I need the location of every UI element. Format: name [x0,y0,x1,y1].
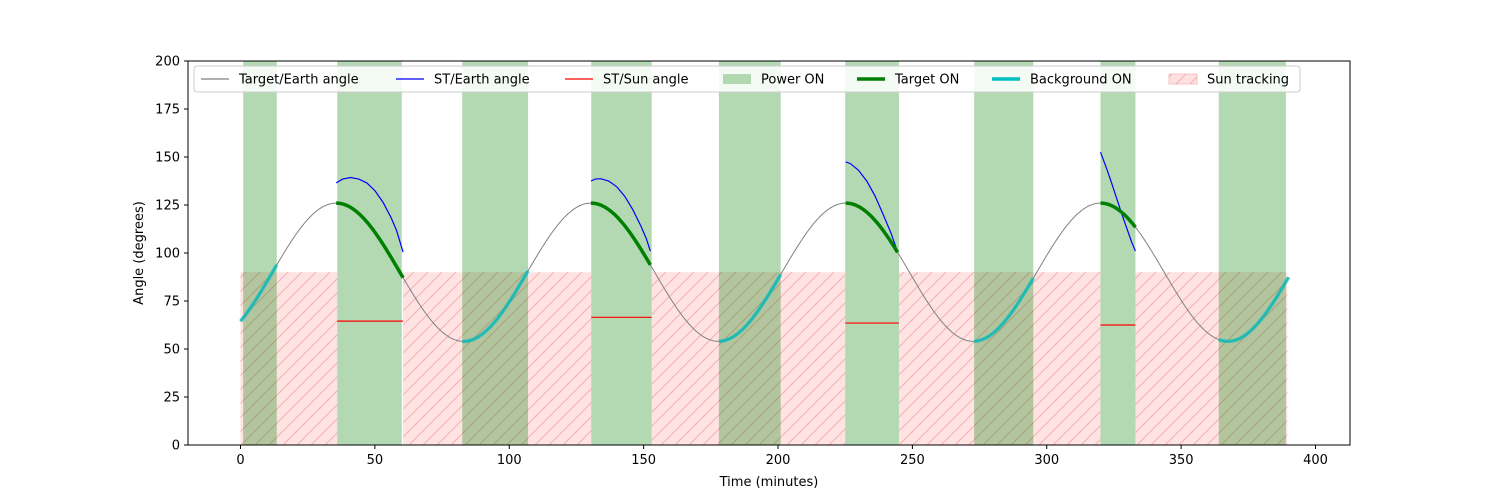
y-tick-label: 100 [155,247,180,262]
background-on-segment [239,263,279,323]
sun-tracking-hatch [1135,272,1288,445]
x-axis-title: Time (minutes) [719,475,819,490]
y-tick-label: 175 [155,103,180,118]
legend-label: Power ON [761,73,824,88]
legend-handle-hatch [1169,74,1197,84]
sun-tracking-hatch [898,272,1101,445]
target-on-segment [845,201,900,254]
x-tick-label: 0 [236,453,244,468]
power-on-band [845,61,899,445]
background-on-segment [462,269,530,344]
x-tick-label: 150 [631,453,656,468]
x-tick-label: 250 [900,453,925,468]
legend: Target/Earth angle ST/Earth angle ST/Sun a… [193,65,1301,93]
legend-label: Background ON [1030,73,1132,88]
background-on-segment [974,277,1035,344]
target-on-segment [590,201,652,266]
power-on-band [1100,61,1136,445]
y-tick-label: 150 [155,151,180,166]
y-axis-title: Angle (degrees) [132,201,147,305]
x-tick-label: 200 [766,453,791,468]
power-on-band [243,61,277,445]
x-tick-label: 50 [367,453,384,468]
st-earth-angle-line [590,178,651,252]
power-on-band [462,61,529,445]
background-on-segment [1218,276,1291,344]
legend-label: Target ON [894,73,959,88]
st-earth-angle-line [335,176,404,253]
y-tick-label: 75 [163,295,180,310]
power-on-band [718,61,781,445]
x-tick-label: 400 [1303,453,1328,468]
y-tick-label: 200 [155,55,180,70]
legend-label: ST/Earth angle [434,73,530,88]
y-tick-label: 50 [163,343,180,358]
x-tick-label: 350 [1169,453,1194,468]
background-on-segment [718,273,783,344]
st-earth-angle-line [1099,151,1136,252]
st-earth-angle-line [845,161,899,253]
x-tick-label: 300 [1034,453,1059,468]
target-on-segment [336,201,405,279]
legend-label: Sun tracking [1207,73,1289,88]
legend-label: ST/Sun angle [603,73,689,88]
y-tick-label: 25 [163,391,180,406]
legend-handle [723,74,751,84]
sun-tracking-hatch [403,272,592,445]
sun-tracking-hatch [651,272,846,445]
power-on-band [974,61,1034,445]
y-tick-label: 125 [155,199,180,214]
power-on-band [1218,61,1286,445]
legend-label: Target/Earth angle [238,73,359,88]
x-tick-label: 100 [497,453,522,468]
y-tick-label: 0 [172,439,180,454]
target-on-segment [1100,201,1137,229]
power-on-band [337,61,402,445]
